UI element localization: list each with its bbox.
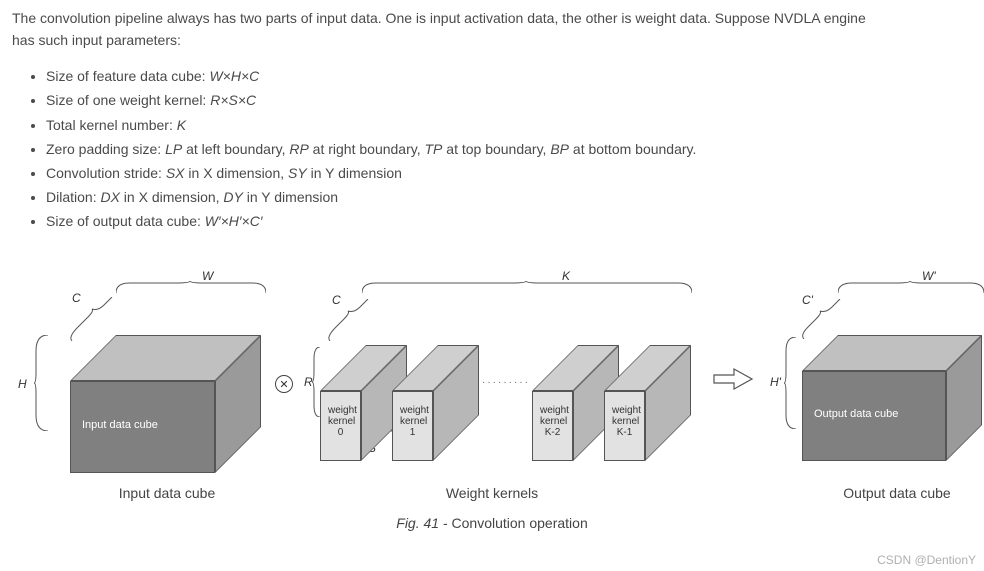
section-kernels: Weight kernels xyxy=(402,485,582,501)
cube-label: weight kernel K-2 xyxy=(534,403,571,440)
list-item: Size of one weight kernel: R×S×C xyxy=(46,89,972,112)
dim-Hp: H' xyxy=(770,375,781,389)
watermark: CSDN @DentionY xyxy=(877,553,976,567)
cube: Input data cube xyxy=(70,335,261,473)
brace-Wp xyxy=(838,281,984,295)
figure: ✕ ········· H W C R S C K H' W' C' Input… xyxy=(12,255,972,555)
cube-label: Input data cube xyxy=(76,417,164,433)
list-item: Total kernel number: K xyxy=(46,114,972,137)
brace-Cp xyxy=(798,299,846,339)
list-item: Convolution stride: SX in X dimension, S… xyxy=(46,162,972,185)
cube-label: Output data cube xyxy=(808,406,904,422)
cube: weight kernel K-1 xyxy=(604,345,691,461)
param-list: Size of feature data cube: W×H×C Size of… xyxy=(46,65,972,233)
intro-line2: has such input parameters: xyxy=(12,32,181,48)
brace-H xyxy=(34,335,52,431)
list-item: Size of output data cube: W′×H′×C′ xyxy=(46,210,972,233)
brace-C-kernel xyxy=(324,299,376,341)
brace-W xyxy=(116,281,266,295)
dim-H: H xyxy=(18,377,27,391)
cube-label: weight kernel K-1 xyxy=(606,403,643,440)
ellipsis: ········· xyxy=(482,377,530,388)
figure-caption: Fig. 41 - Convolution operation xyxy=(12,515,972,531)
list-item: Dilation: DX in X dimension, DY in Y dim… xyxy=(46,186,972,209)
cube-label: weight kernel 1 xyxy=(394,403,431,440)
list-item: Size of feature data cube: W×H×C xyxy=(46,65,972,88)
intro-text: The convolution pipeline always has two … xyxy=(12,8,972,51)
cube: Output data cube xyxy=(802,335,982,461)
brace-Hp xyxy=(784,337,800,429)
section-output: Output data cube xyxy=(822,485,972,501)
cube: weight kernel 1 xyxy=(392,345,479,461)
cube-label: weight kernel 0 xyxy=(322,403,359,440)
section-input: Input data cube xyxy=(92,485,242,501)
conv-operator-icon: ✕ xyxy=(275,375,293,393)
brace-K xyxy=(362,281,692,295)
arrow-icon xyxy=(712,367,754,391)
list-item: Zero padding size: LP at left boundary, … xyxy=(46,138,972,161)
intro-line1: The convolution pipeline always has two … xyxy=(12,10,866,26)
